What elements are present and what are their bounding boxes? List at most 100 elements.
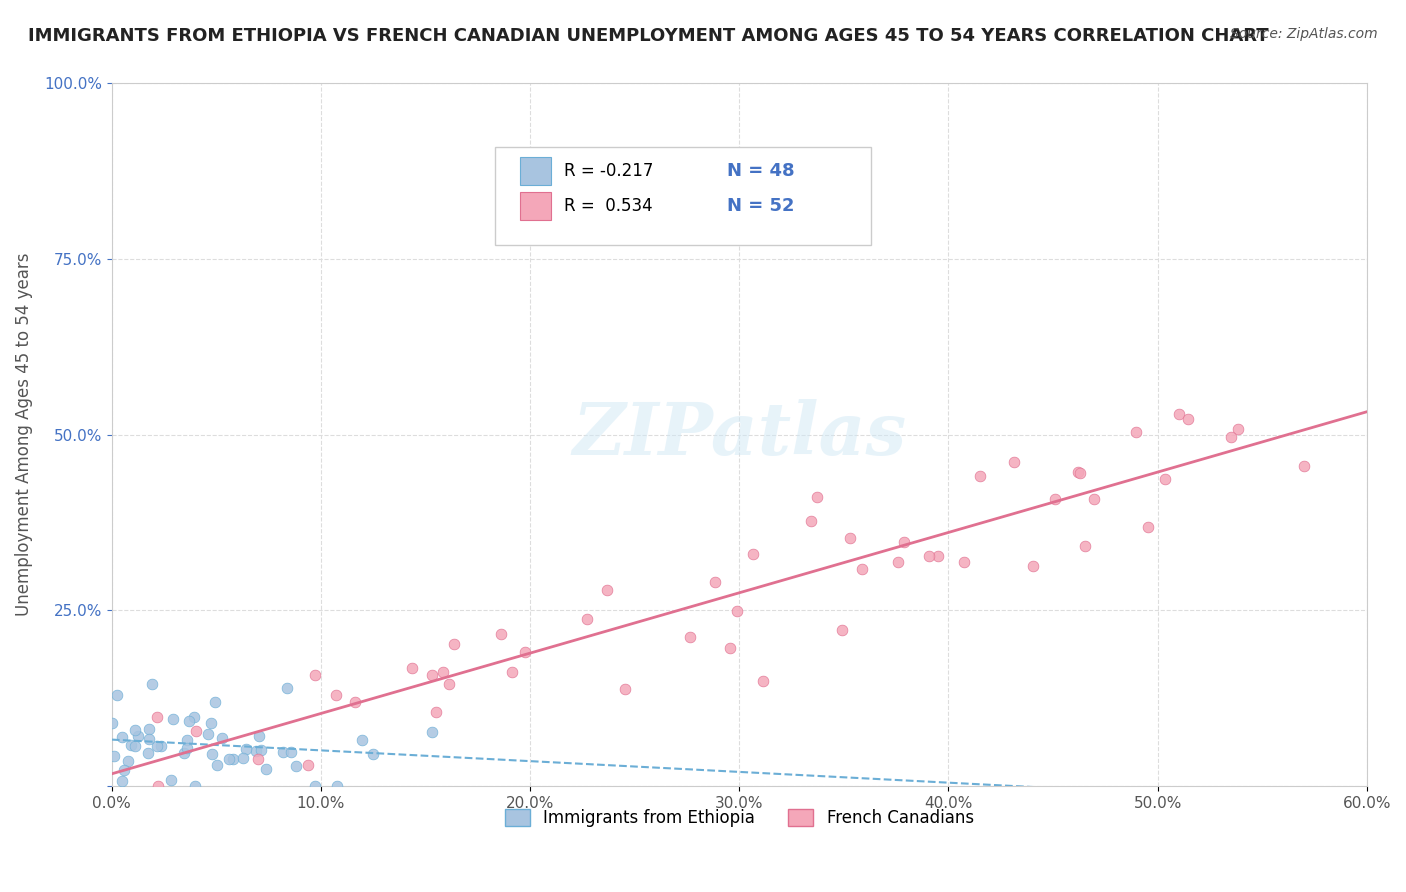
Point (927, 549, 949, 563)
Point (160, 772, 183, 787)
Point (679, 630, 702, 644)
Point (1227, 422, 1250, 436)
Bar (520, 193, 551, 220)
Point (200, 715, 222, 730)
Point (176, 740, 198, 755)
Point (124, 739, 146, 753)
Point (186, 724, 208, 739)
Point (751, 673, 773, 688)
Point (741, 547, 763, 561)
Point (425, 706, 447, 720)
Point (247, 752, 270, 766)
Point (491, 627, 513, 641)
Point (114, 763, 136, 777)
Point (205, 758, 228, 772)
Point (254, 762, 277, 776)
Point (1137, 519, 1160, 533)
Text: R = -0.217: R = -0.217 (564, 162, 652, 180)
Point (127, 730, 149, 744)
Point (401, 660, 423, 674)
Point (1154, 472, 1177, 486)
Point (420, 668, 443, 682)
Text: Source: ZipAtlas.com: Source: ZipAtlas.com (1230, 27, 1378, 41)
Point (1083, 491, 1105, 506)
Point (326, 779, 349, 793)
Point (432, 665, 454, 680)
Point (184, 779, 207, 793)
Point (280, 745, 302, 759)
Point (176, 732, 198, 747)
Point (325, 688, 347, 702)
Point (204, 696, 226, 710)
Point (969, 469, 991, 483)
Point (162, 712, 184, 726)
Point (250, 743, 273, 757)
Point (1167, 408, 1189, 422)
Point (704, 575, 727, 590)
Y-axis label: Unemployment Among Ages 45 to 54 years: Unemployment Among Ages 45 to 54 years (15, 252, 32, 616)
Point (211, 731, 233, 745)
Point (297, 758, 319, 772)
FancyBboxPatch shape (495, 146, 872, 245)
Point (146, 779, 169, 793)
Bar (520, 157, 551, 186)
Point (105, 688, 128, 702)
Point (361, 747, 384, 761)
Point (513, 645, 536, 659)
Point (718, 640, 741, 655)
Point (613, 682, 636, 697)
Point (124, 723, 146, 738)
Point (831, 623, 853, 637)
Point (953, 555, 976, 569)
Point (917, 549, 939, 563)
Point (177, 714, 200, 728)
Point (1067, 465, 1090, 479)
Point (141, 676, 163, 690)
Point (1125, 425, 1147, 439)
Point (352, 733, 374, 747)
Point (110, 730, 132, 744)
Point (183, 710, 205, 724)
Point (136, 746, 159, 760)
Point (146, 739, 169, 753)
Point (173, 746, 195, 760)
Point (1073, 539, 1095, 553)
Point (1022, 558, 1045, 573)
Point (120, 738, 142, 752)
Point (1219, 430, 1241, 444)
Point (596, 582, 619, 597)
Point (271, 745, 294, 759)
Point (437, 677, 460, 691)
Point (285, 759, 308, 773)
Point (117, 754, 139, 768)
Text: R =  0.534: R = 0.534 (564, 197, 652, 215)
Point (893, 535, 915, 549)
Point (247, 730, 270, 744)
Point (1069, 466, 1091, 480)
Text: N = 52: N = 52 (727, 197, 794, 215)
Point (344, 695, 367, 709)
Text: N = 48: N = 48 (727, 162, 794, 180)
Point (138, 722, 160, 736)
Point (1043, 491, 1066, 506)
Point (149, 739, 172, 754)
Legend: Immigrants from Ethiopia, French Canadians: Immigrants from Ethiopia, French Canadia… (498, 802, 980, 834)
Point (443, 637, 465, 651)
Point (1177, 412, 1199, 426)
Text: ZIPatlas: ZIPatlas (572, 399, 907, 470)
Point (146, 709, 169, 723)
Point (800, 514, 823, 528)
Point (725, 604, 748, 618)
Point (197, 727, 219, 741)
Point (806, 490, 828, 504)
Point (138, 731, 160, 746)
Point (245, 744, 267, 758)
Point (887, 555, 910, 569)
Point (304, 668, 326, 682)
Point (232, 751, 254, 765)
Point (422, 724, 444, 739)
Point (222, 752, 245, 766)
Point (276, 681, 298, 695)
Point (218, 751, 240, 765)
Text: IMMIGRANTS FROM ETHIOPIA VS FRENCH CANADIAN UNEMPLOYMENT AMONG AGES 45 TO 54 YEA: IMMIGRANTS FROM ETHIOPIA VS FRENCH CANAD… (28, 27, 1268, 45)
